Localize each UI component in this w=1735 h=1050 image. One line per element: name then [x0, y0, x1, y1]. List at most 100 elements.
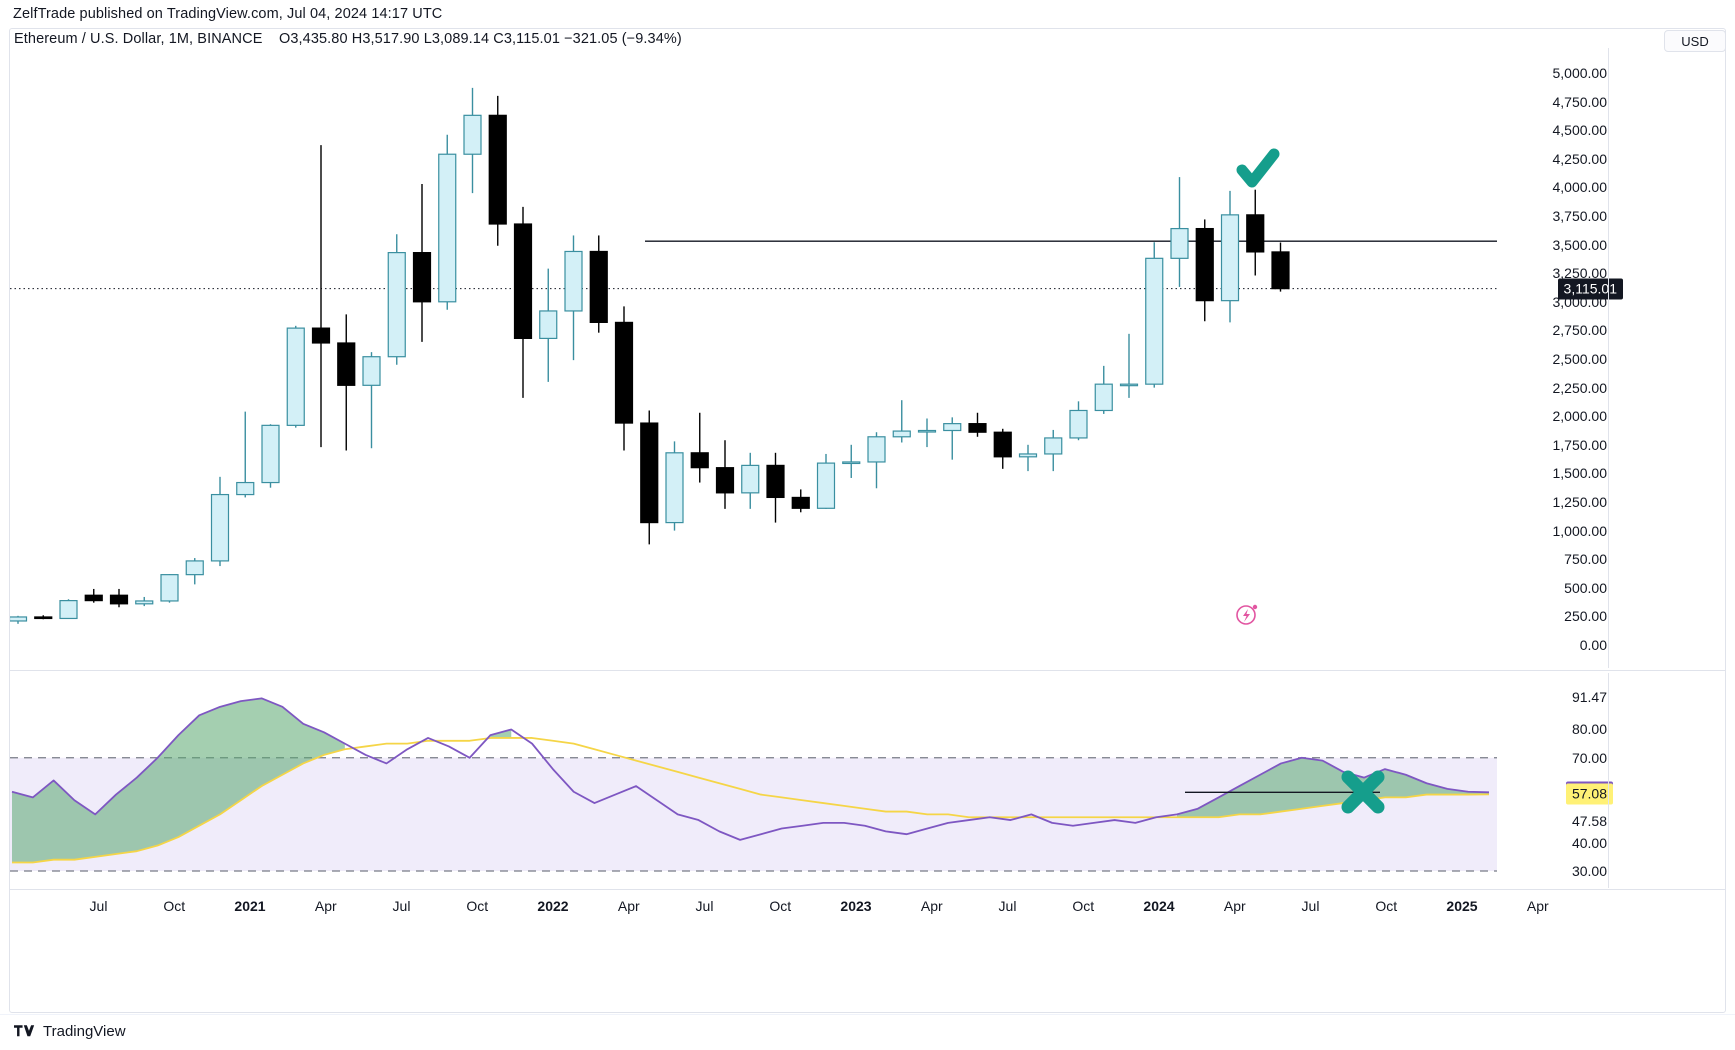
- published-attribution: ZelfTrade published on TradingView.com, …: [13, 6, 443, 22]
- time-axis-tick: Jul: [998, 898, 1017, 914]
- candle-body: [412, 252, 432, 303]
- candle-body: [892, 430, 911, 438]
- price-axis-tick: 4,500.00: [1552, 122, 1608, 139]
- candle-body: [1044, 437, 1063, 455]
- price-axis[interactable]: 5,000.00 4,750.00 4,500.00 4,250.00 4,000.00…: [1507, 48, 1735, 668]
- price-axis-tick: 2,750.00: [1552, 322, 1608, 339]
- price-axis-tick: 250.00: [1564, 608, 1607, 625]
- candle-body: [337, 342, 356, 386]
- candle-body: [791, 496, 810, 509]
- price-axis-tick: 1,000.00: [1552, 522, 1608, 539]
- candle-body: [261, 424, 280, 484]
- price-axis-tick: 2,000.00: [1552, 408, 1608, 425]
- price-axis-tick: 1,750.00: [1552, 436, 1608, 453]
- candle-body: [1195, 227, 1214, 302]
- rsi-ma-value-badge: 57.08: [1565, 783, 1613, 805]
- rsi-axis-tick: 47.58: [1571, 813, 1607, 830]
- time-axis-tick: Apr: [617, 898, 640, 914]
- time-axis-tick: Oct: [1375, 898, 1398, 914]
- price-axis-tick: 0.00: [1579, 637, 1607, 653]
- rsi-ma-line: [12, 737, 1490, 864]
- candle-body: [968, 423, 987, 433]
- candle-body: [1018, 453, 1038, 458]
- candle-body: [766, 464, 785, 499]
- time-axis-tick: Oct: [769, 898, 792, 914]
- rsi-above-ma-fill: [12, 698, 345, 863]
- rsi-above-ma-fill: [1176, 757, 1489, 818]
- rsi-axis-tick: 70.00: [1571, 749, 1607, 766]
- time-axis-tick: Jul: [392, 898, 411, 914]
- price-axis-tick: 4,750.00: [1552, 93, 1608, 110]
- candle-body: [1220, 214, 1240, 302]
- candle-body: [84, 594, 103, 602]
- time-axis-tick: Jul: [89, 898, 108, 914]
- candle-body: [109, 594, 129, 605]
- candle-body: [286, 327, 305, 426]
- candle-body: [488, 114, 507, 225]
- time-axis-tick: 2022: [537, 898, 569, 914]
- price-pane[interactable]: [10, 48, 1497, 668]
- candle-body: [311, 327, 331, 344]
- checkmark-icon[interactable]: [1236, 148, 1280, 188]
- price-axis-tick: 2,250.00: [1552, 379, 1608, 396]
- tradingview-mark-icon: [14, 1024, 35, 1036]
- chart-legend[interactable]: Ethereum / U.S. Dollar, 1M, BINANCE O3,4…: [14, 31, 682, 47]
- candle-body: [210, 493, 230, 562]
- price-axis-tick: 3,750.00: [1552, 208, 1608, 224]
- rsi-axis-tick: 91.47: [1571, 689, 1607, 705]
- price-axis-tick: 2,500.00: [1552, 351, 1608, 367]
- candle-body: [539, 310, 558, 340]
- alert-lightning-icon[interactable]: [1236, 604, 1258, 625]
- rsi-pane[interactable]: [10, 673, 1497, 888]
- price-axis-tick: 3,250.00: [1552, 265, 1608, 282]
- candle-body: [943, 423, 962, 432]
- candle-body: [513, 223, 533, 340]
- currency-selector[interactable]: USD: [1664, 30, 1726, 52]
- price-axis-tick: 5,000.00: [1552, 65, 1608, 81]
- candle-body: [614, 321, 634, 424]
- time-axis-tick: Jul: [1301, 898, 1320, 914]
- tradingview-wordmark: TradingView: [43, 1023, 126, 1040]
- candle-body: [1271, 251, 1290, 290]
- candle-body: [236, 481, 255, 496]
- candle-body: [867, 436, 886, 463]
- time-axis-tick: Apr: [1526, 898, 1549, 914]
- price-axis-tick: 1,250.00: [1552, 494, 1608, 510]
- tradingview-logo[interactable]: TradingView: [14, 1023, 126, 1040]
- pane-separator: [10, 670, 1725, 671]
- candle-body: [135, 600, 154, 605]
- time-axis[interactable]: Jul Oct 2021 Apr Jul Oct 2022 Apr Jul Oct 2023 Apr J…: [10, 889, 1725, 924]
- legend-symbol: Ethereum / U.S. Dollar, 1M, BINANCE: [14, 31, 263, 47]
- time-axis-tick: Oct: [163, 898, 186, 914]
- time-axis-tick: 2024: [1143, 898, 1175, 914]
- candle-body: [993, 431, 1012, 458]
- candle-body: [438, 153, 457, 303]
- time-axis-tick: 2025: [1446, 898, 1478, 914]
- time-axis-tick: Apr: [920, 898, 943, 914]
- time-axis-tick: 2021: [234, 898, 266, 914]
- candle-body: [387, 252, 406, 358]
- price-axis-divider: [1608, 48, 1609, 668]
- candle-body: [1094, 383, 1113, 412]
- rsi-axis[interactable]: 91.4780.0070.0060.0047.5840.0030.0057.80…: [1507, 673, 1735, 888]
- bottom-bar: TradingView: [0, 1014, 1735, 1050]
- price-axis-tick: 1,500.00: [1552, 465, 1608, 482]
- candle-body: [589, 250, 608, 323]
- candle-body: [160, 574, 179, 602]
- legend-ohlc: O3,435.80 H3,517.90 L3,089.14 C3,115.01 …: [279, 31, 682, 47]
- candle-body: [10, 616, 28, 622]
- candle-body: [1145, 257, 1164, 385]
- candle-body: [1170, 227, 1189, 259]
- time-axis-tick: Oct: [1072, 898, 1095, 914]
- candle-body: [842, 461, 861, 465]
- candle-body: [1069, 409, 1088, 439]
- candle-body: [34, 616, 53, 620]
- rsi-axis-tick: 40.00: [1571, 834, 1607, 851]
- price-axis-tick: 500.00: [1564, 579, 1607, 596]
- candle-body: [564, 250, 583, 312]
- time-axis-tick: Apr: [1223, 898, 1246, 914]
- candle-body: [816, 462, 836, 509]
- time-axis-tick: 2023: [840, 898, 872, 914]
- cross-mark-icon[interactable]: [1341, 770, 1385, 814]
